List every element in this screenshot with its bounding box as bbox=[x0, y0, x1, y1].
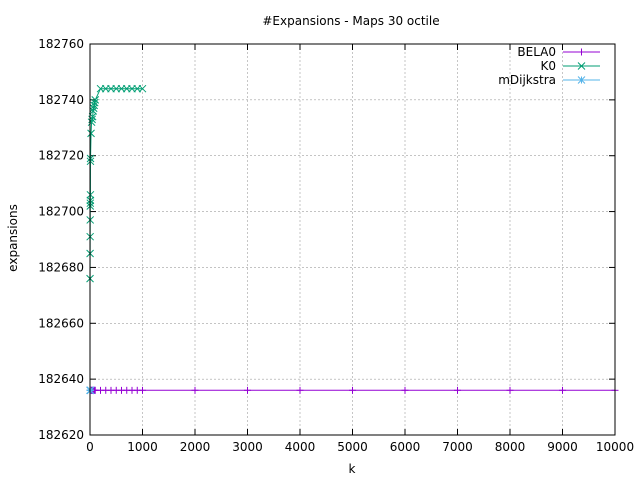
y-tick-label: 182640 bbox=[38, 372, 84, 386]
data-point bbox=[244, 386, 251, 394]
series-k0 bbox=[86, 84, 147, 283]
series-line bbox=[89, 88, 143, 279]
legend-item: BELA0 bbox=[517, 45, 600, 59]
data-point bbox=[577, 76, 586, 84]
data-point bbox=[506, 386, 514, 394]
data-point bbox=[296, 386, 304, 394]
data-point bbox=[349, 386, 356, 394]
data-point bbox=[401, 386, 409, 394]
x-tick-label: 9000 bbox=[547, 440, 578, 454]
data-point bbox=[577, 62, 586, 70]
legend-label: BELA0 bbox=[517, 45, 556, 59]
plot-frame bbox=[89, 43, 616, 436]
y-tick-label: 182680 bbox=[38, 260, 84, 274]
chart-title: #Expansions - Maps 30 octile bbox=[262, 14, 439, 28]
x-tick-label: 1000 bbox=[127, 440, 158, 454]
data-point bbox=[191, 386, 199, 394]
x-tick-label: 0 bbox=[86, 440, 94, 454]
legend-item: mDijkstra bbox=[498, 73, 600, 87]
y-tick-label: 182740 bbox=[38, 93, 84, 107]
x-tick-label: 10000 bbox=[596, 440, 634, 454]
x-tick-label: 7000 bbox=[442, 440, 473, 454]
data-point bbox=[90, 98, 99, 107]
grid bbox=[90, 44, 615, 435]
data-point bbox=[578, 48, 585, 56]
series-bela0 bbox=[86, 386, 619, 394]
y-tick-label: 182620 bbox=[38, 428, 84, 442]
x-tick-label: 5000 bbox=[337, 440, 368, 454]
legend-label: mDijkstra bbox=[498, 73, 556, 87]
y-tick-label: 182660 bbox=[38, 316, 84, 330]
x-tick-label: 8000 bbox=[495, 440, 526, 454]
x-axis-label: k bbox=[349, 462, 356, 476]
plot-series bbox=[86, 84, 619, 395]
x-tick-label: 3000 bbox=[232, 440, 263, 454]
data-point bbox=[559, 386, 566, 394]
x-tick-label: 6000 bbox=[390, 440, 421, 454]
legend-label: K0 bbox=[540, 59, 556, 73]
legend-item: K0 bbox=[540, 59, 600, 73]
axis-ticks: 0 1000 2000 3000 4000 5000 6000 7000 8000 9000 100… bbox=[38, 37, 634, 454]
y-tick-label: 182760 bbox=[38, 37, 84, 51]
y-axis-label: expansions bbox=[6, 204, 20, 272]
y-tick-label: 182720 bbox=[38, 149, 84, 163]
data-point bbox=[138, 84, 147, 93]
data-point bbox=[87, 129, 95, 138]
data-point bbox=[139, 386, 146, 394]
data-point bbox=[86, 386, 95, 395]
x-tick-label: 4000 bbox=[285, 440, 316, 454]
data-point bbox=[86, 154, 95, 163]
data-point bbox=[91, 96, 100, 104]
x-tick-label: 2000 bbox=[180, 440, 211, 454]
data-point bbox=[454, 386, 461, 394]
y-tick-label: 182700 bbox=[38, 205, 84, 219]
